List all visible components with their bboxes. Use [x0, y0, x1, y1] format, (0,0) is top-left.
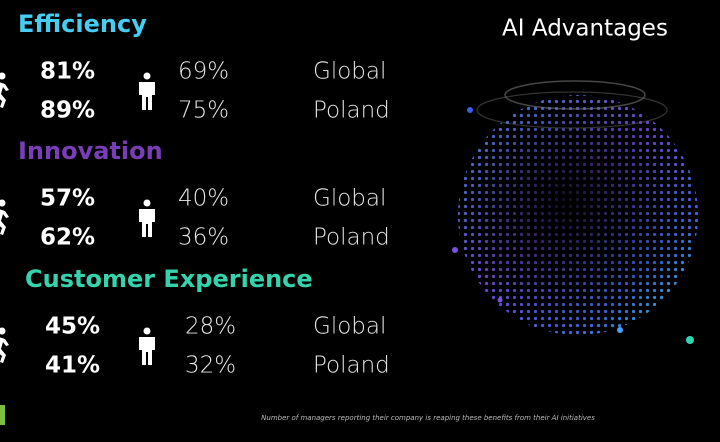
region-label: Global — [313, 186, 386, 212]
section-heading: Innovation — [18, 137, 163, 165]
title: AI Advantages — [502, 16, 668, 42]
region-label: Global — [313, 59, 386, 85]
leaders-value: 89% — [40, 98, 95, 124]
section: Customer Experience 45% 28% Global 41% 32% Pol… — [0, 265, 390, 379]
others-value: 40% — [178, 186, 229, 212]
runner-body — [0, 337, 9, 363]
section: Efficiency 81% 69% Global 89% 75% Poland — [0, 10, 390, 124]
section-heading: Efficiency — [18, 10, 147, 38]
person-head — [143, 199, 151, 207]
section: Innovation 57% 40% Global 62% 36% Poland — [0, 137, 390, 251]
person-body — [139, 209, 155, 237]
leaders-value: 57% — [40, 186, 95, 212]
leaders-value: 81% — [40, 59, 95, 85]
person-body — [139, 337, 155, 365]
others-value: 28% — [185, 314, 236, 340]
region-label: Poland — [313, 225, 390, 251]
leaders-value: 45% — [45, 314, 100, 340]
runner-head — [0, 72, 6, 80]
person-body — [139, 82, 155, 110]
region-label: Poland — [313, 353, 390, 379]
section-heading: Customer Experience — [25, 265, 313, 293]
leaders-value: 41% — [45, 353, 100, 379]
footnote: Number of managers reporting their compa… — [261, 414, 595, 422]
leaders-value: 62% — [40, 225, 95, 251]
others-value: 36% — [178, 225, 229, 251]
others-value: 69% — [178, 59, 229, 85]
others-value: 75% — [178, 98, 229, 124]
person-head — [143, 72, 151, 80]
region-label: Poland — [313, 98, 390, 124]
person-head — [143, 327, 151, 335]
runner-head — [0, 327, 6, 335]
runner-body — [0, 209, 9, 235]
runner-head — [0, 199, 6, 207]
runner-body — [0, 82, 9, 108]
globe — [452, 80, 698, 344]
accent-mark — [0, 405, 5, 425]
region-label: Global — [313, 314, 386, 340]
others-value: 32% — [185, 353, 236, 379]
